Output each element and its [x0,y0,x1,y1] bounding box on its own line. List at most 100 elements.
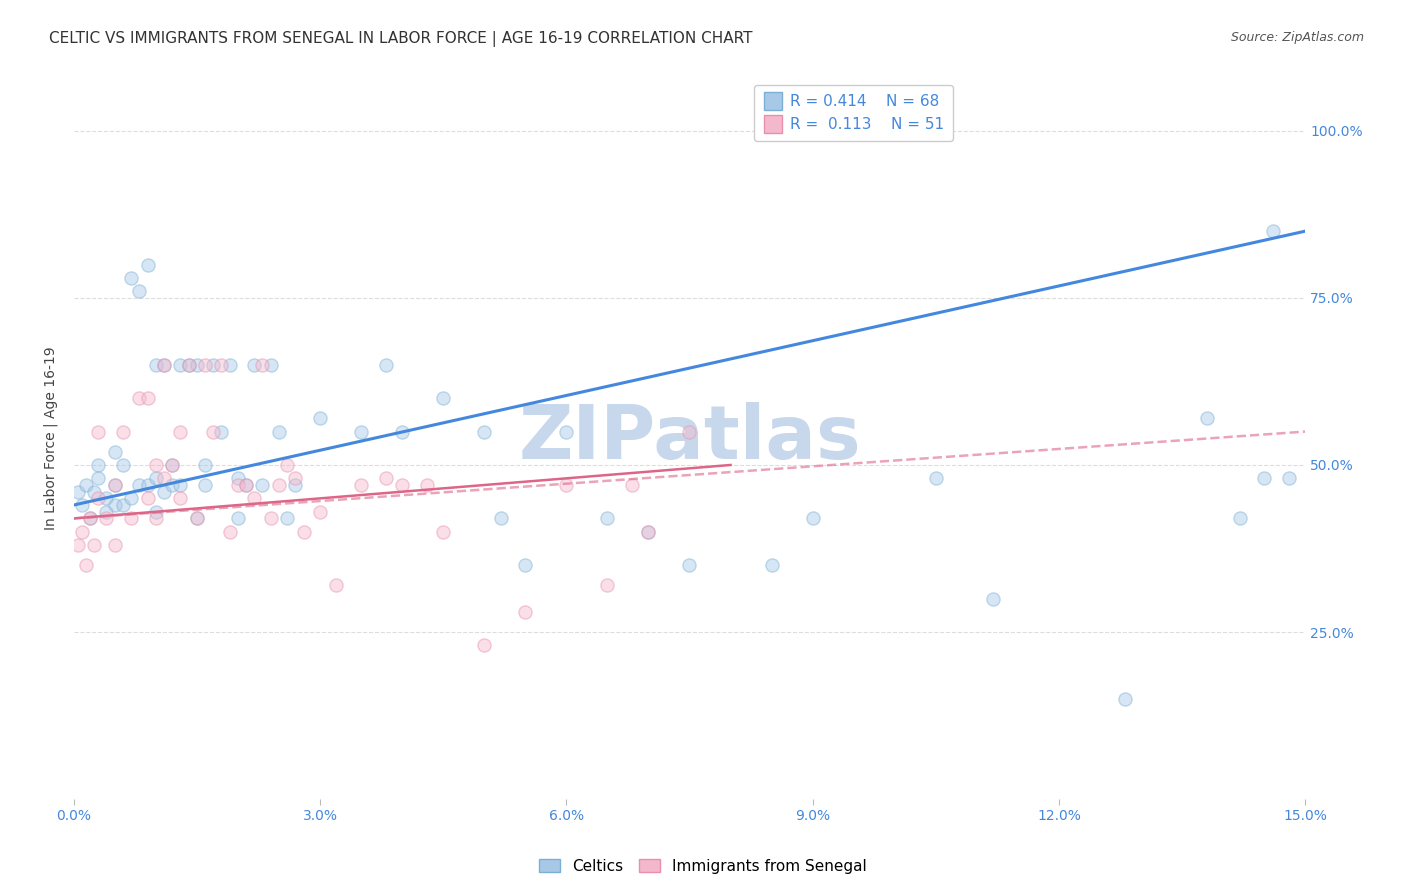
Point [186,511,208,525]
Point [637,524,659,539]
Point [87,491,110,506]
Point [209,358,232,372]
Point [128,478,150,492]
Point [87,471,110,485]
Text: CELTIC VS IMMIGRANTS FROM SENEGAL IN LABOR FORCE | AGE 16-19 CORRELATION CHART: CELTIC VS IMMIGRANTS FROM SENEGAL IN LAB… [49,31,752,47]
Point [136,391,159,405]
Point [194,478,217,492]
Point [120,491,142,506]
Point [235,478,257,492]
Point [1114,691,1136,706]
Point [79,511,101,525]
Point [160,458,183,472]
Point [177,358,200,372]
Point [350,425,373,439]
Point [120,511,142,525]
Point [153,358,176,372]
Point [169,425,191,439]
Point [136,478,159,492]
Point [66,538,89,552]
Point [391,478,413,492]
Point [104,498,127,512]
Y-axis label: In Labor Force | Age 16-19: In Labor Force | Age 16-19 [44,346,58,530]
Point [1229,511,1251,525]
Point [75,478,97,492]
Point [309,505,332,519]
Point [243,491,266,506]
Point [515,558,537,573]
Point [226,478,249,492]
Point [309,411,332,425]
Point [145,511,167,525]
Point [267,425,290,439]
Point [87,458,110,472]
Point [391,425,413,439]
Point [169,491,191,506]
Point [186,511,208,525]
Point [209,425,232,439]
Point [83,538,105,552]
Point [252,478,274,492]
Text: Source: ZipAtlas.com: Source: ZipAtlas.com [1230,31,1364,45]
Point [637,524,659,539]
Point [235,478,257,492]
Point [761,558,783,573]
Point [111,498,134,512]
Point [292,524,315,539]
Point [218,358,240,372]
Point [70,524,93,539]
Point [136,258,159,272]
Point [252,358,274,372]
Point [218,524,240,539]
Point [136,491,159,506]
Point [515,605,537,619]
Point [104,478,127,492]
Point [120,271,142,285]
Point [284,471,307,485]
Point [145,458,167,472]
Point [226,511,249,525]
Point [153,471,176,485]
Point [374,358,396,372]
Point [432,524,454,539]
Point [128,285,150,299]
Point [202,425,225,439]
Point [194,458,217,472]
Point [555,425,578,439]
Point [415,478,437,492]
Point [66,484,89,499]
Point [1261,224,1284,238]
Legend: R = 0.414    N = 68, R =  0.113    N = 51: R = 0.414 N = 68, R = 0.113 N = 51 [755,85,953,141]
Point [621,478,644,492]
Point [596,578,619,592]
Point [145,505,167,519]
Point [194,358,217,372]
Point [153,358,176,372]
Point [104,478,127,492]
Point [267,478,290,492]
Point [1278,471,1301,485]
Point [801,511,824,525]
Point [169,358,191,372]
Point [243,358,266,372]
Point [160,478,183,492]
Point [87,425,110,439]
Point [350,478,373,492]
Point [678,558,700,573]
Point [596,511,619,525]
Point [145,358,167,372]
Point [79,511,101,525]
Point [432,391,454,405]
Point [981,591,1004,606]
Point [83,484,105,499]
Point [75,558,97,573]
Point [111,425,134,439]
Point [276,511,298,525]
Point [472,425,495,439]
Point [96,491,118,506]
Point [260,511,283,525]
Point [96,505,118,519]
Point [169,478,191,492]
Point [128,391,150,405]
Point [374,471,396,485]
